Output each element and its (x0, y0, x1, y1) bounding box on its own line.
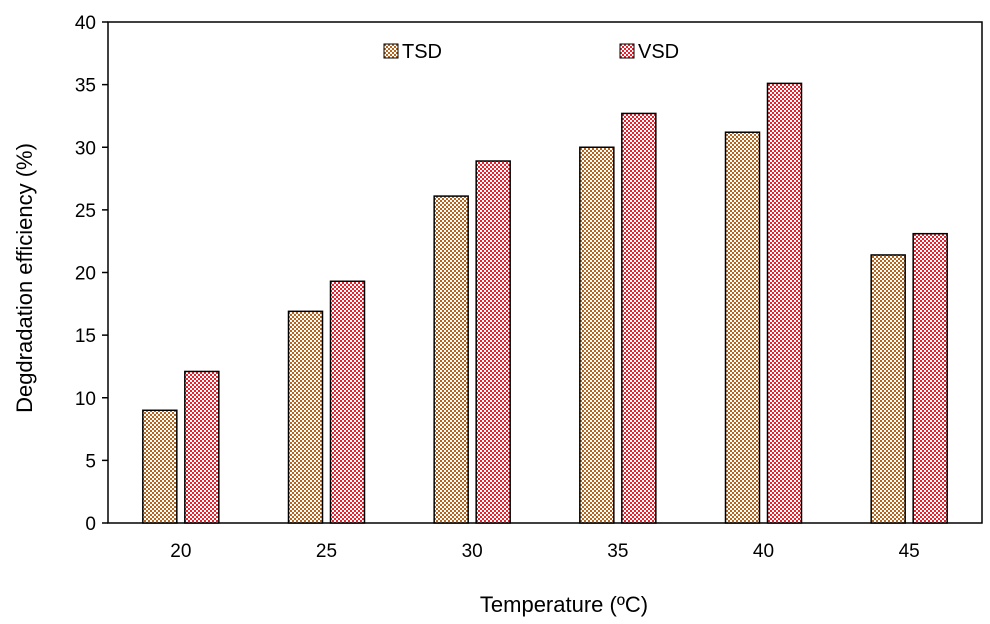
y-tick-label: 0 (85, 514, 96, 535)
plot-frame (107, 21, 983, 524)
bar-vsd-45 (912, 232, 948, 524)
x-tick-label: 25 (316, 541, 337, 562)
x-axis-title: Temperature (ºC) (480, 592, 648, 617)
bar-tsd-40 (724, 131, 761, 524)
bar-vsd-20 (184, 370, 220, 524)
bar-tsd-35 (579, 146, 615, 524)
x-tick-label: 30 (462, 541, 483, 562)
legend-swatch-vsd (619, 43, 635, 59)
legend-label-tsd: TSD (402, 41, 442, 63)
y-axis-title: Degdradation efficiency (%) (12, 143, 37, 413)
y-tick-label: 20 (75, 264, 96, 285)
plot-area (107, 21, 983, 524)
x-tick-label: 45 (899, 541, 920, 562)
bar-vsd-40 (766, 82, 803, 524)
bar-tsd-45 (870, 254, 906, 524)
x-tick-label: 35 (607, 541, 628, 562)
y-tick-label: 10 (75, 389, 96, 410)
bar-tsd-30 (433, 195, 469, 524)
legend-swatch-tsd (383, 43, 399, 59)
y-tick-label: 5 (85, 451, 96, 472)
y-tick-label: 30 (75, 138, 96, 159)
bars-group (142, 82, 948, 524)
y-tick-label: 35 (75, 76, 96, 97)
bar-vsd-25 (329, 280, 366, 524)
bar-tsd-25 (287, 310, 324, 524)
legend: TSD VSD (383, 41, 679, 63)
bar-vsd-30 (475, 160, 511, 524)
y-tick-label: 40 (75, 13, 96, 34)
x-tick-label: 20 (170, 541, 191, 562)
bar-tsd-20 (142, 409, 178, 524)
legend-label-vsd: VSD (638, 41, 679, 63)
y-tick-label: 25 (75, 201, 96, 222)
x-tick-label: 40 (753, 541, 774, 562)
bar-vsd-35 (621, 112, 657, 524)
axes-group: 0 5 10 15 20 25 30 35 40 20 25 30 35 40 45 (75, 13, 920, 562)
y-tick-label: 15 (75, 326, 96, 347)
